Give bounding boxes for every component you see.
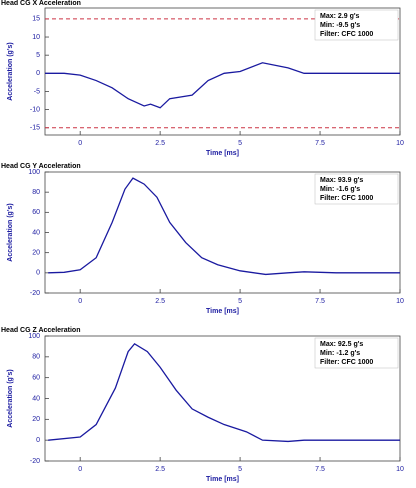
y-axis-label: Acceleration (g's) xyxy=(7,203,14,261)
y-tick-label: 5 xyxy=(36,52,40,59)
annotation: Max: 92.5 g's xyxy=(320,341,363,348)
x-tick-label: 10 xyxy=(396,466,404,473)
x-tick-label: 5 xyxy=(238,140,242,147)
data-line xyxy=(48,177,400,276)
y-tick-label: 80 xyxy=(32,354,40,361)
y-tick-label: 60 xyxy=(32,209,40,216)
annotation-box xyxy=(314,9,399,41)
y-tick-label: 15 xyxy=(32,16,40,23)
x-axis-label: Time [ms] xyxy=(206,308,239,315)
x-tick-label: 5 xyxy=(238,298,242,305)
y-tick-label: 60 xyxy=(32,375,40,382)
y-tick-label: 20 xyxy=(32,416,40,423)
data-line xyxy=(45,62,400,109)
y-tick-label: 10 xyxy=(32,34,40,41)
x-tick-label: 7.5 xyxy=(315,140,325,147)
y-tick-label: 40 xyxy=(32,395,40,402)
chart-title: Head CG Y Acceleration xyxy=(1,163,81,170)
x-tick-label: 0 xyxy=(78,298,82,305)
chart-title: Head CG X Acceleration xyxy=(1,0,81,7)
annotation-box xyxy=(314,337,399,369)
annotation: Min: -9.5 g's xyxy=(320,22,360,29)
y-tick-label: 40 xyxy=(32,229,40,236)
y-tick-label: 0 xyxy=(36,437,40,444)
x-tick-label: 2.5 xyxy=(155,298,165,305)
y-tick-label: -20 xyxy=(30,290,40,297)
y-tick-label: -5 xyxy=(34,88,40,95)
x-axis-label: Time [ms] xyxy=(206,476,239,483)
annotation: Min: -1.2 g's xyxy=(320,350,360,357)
y-tick-label: 100 xyxy=(28,169,40,176)
annotation-box xyxy=(314,173,399,205)
y-tick-label: 100 xyxy=(28,333,40,340)
x-tick-label: 2.5 xyxy=(155,466,165,473)
x-tick-label: 10 xyxy=(396,298,404,305)
annotation: Filter: CFC 1000 xyxy=(320,195,373,202)
y-tick-label: 80 xyxy=(32,189,40,196)
x-tick-label: 10 xyxy=(396,140,404,147)
x-tick-label: 0 xyxy=(78,466,82,473)
annotation: Filter: CFC 1000 xyxy=(320,31,373,38)
annotation: Max: 93.9 g's xyxy=(320,177,363,184)
y-tick-label: 20 xyxy=(32,250,40,257)
y-tick-label: -20 xyxy=(30,458,40,465)
y-tick-label: -15 xyxy=(30,125,40,132)
y-axis-label: Acceleration (g's) xyxy=(7,369,14,427)
x-axis-label: Time [ms] xyxy=(206,150,239,157)
y-axis-label: Acceleration (g's) xyxy=(7,42,14,100)
data-line xyxy=(48,342,400,443)
x-tick-label: 2.5 xyxy=(155,140,165,147)
y-tick-label: 0 xyxy=(36,270,40,277)
annotation: Filter: CFC 1000 xyxy=(320,359,373,366)
annotation: Min: -1.6 g's xyxy=(320,186,360,193)
y-tick-label: -10 xyxy=(30,106,40,113)
chart-title: Head CG Z Acceleration xyxy=(1,327,81,334)
y-tick-label: 0 xyxy=(36,70,40,77)
x-tick-label: 7.5 xyxy=(315,466,325,473)
x-tick-label: 5 xyxy=(238,466,242,473)
x-tick-label: 7.5 xyxy=(315,298,325,305)
annotation: Max: 2.9 g's xyxy=(320,13,360,20)
x-tick-label: 0 xyxy=(78,140,82,147)
plot-area xyxy=(44,7,401,136)
